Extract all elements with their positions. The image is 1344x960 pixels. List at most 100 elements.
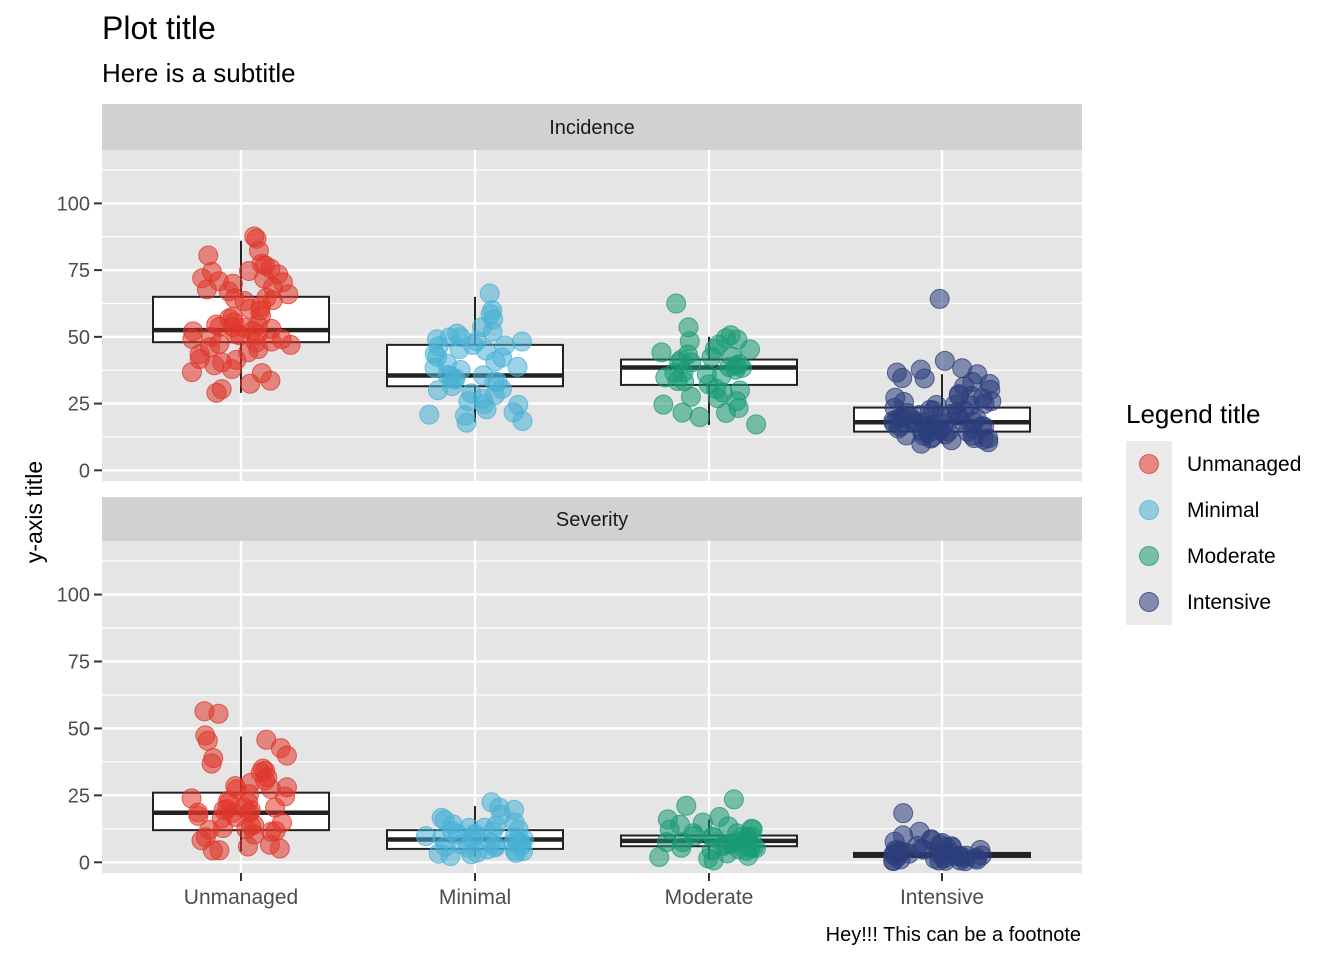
data-point xyxy=(276,745,297,766)
data-point xyxy=(978,432,999,453)
y-axis-title: y-axis title xyxy=(21,461,47,563)
data-point xyxy=(456,412,477,433)
facet-strip xyxy=(102,497,1082,541)
data-point xyxy=(740,339,761,360)
y-tick-label: 100 xyxy=(57,193,90,215)
data-point xyxy=(689,407,710,428)
data-point xyxy=(506,842,527,863)
data-point xyxy=(651,342,672,363)
chart-subtitle: Here is a subtitle xyxy=(102,58,296,88)
facet-strip-label: Incidence xyxy=(549,117,635,139)
y-tick-label: 25 xyxy=(68,394,90,416)
points-moderate xyxy=(649,789,766,871)
data-point xyxy=(237,836,258,857)
y-tick-label: 0 xyxy=(79,852,90,874)
x-tick-label: Moderate xyxy=(665,886,754,909)
data-point xyxy=(181,362,202,383)
data-point xyxy=(914,368,935,389)
y-tick-label: 75 xyxy=(68,260,90,282)
points-minimal xyxy=(419,283,533,433)
y-tick-label: 75 xyxy=(68,651,90,673)
legend-key-intensive xyxy=(1139,592,1159,612)
data-point xyxy=(476,399,497,420)
points-moderate xyxy=(651,293,767,435)
data-point xyxy=(461,844,482,865)
data-point xyxy=(680,386,701,407)
data-point xyxy=(482,321,503,342)
data-point xyxy=(738,845,759,866)
legend: Legend title Unmanaged Minimal Moderate Int… xyxy=(1126,399,1301,625)
data-point xyxy=(206,382,227,403)
x-axis: Unmanaged Minimal Moderate Intensive xyxy=(184,873,984,909)
data-point xyxy=(208,703,229,724)
points-minimal xyxy=(415,792,534,867)
data-point xyxy=(967,849,988,870)
data-point xyxy=(209,840,230,861)
facet-incidence: Incidence 0 25 50 75 100 xyxy=(57,104,1082,482)
legend-key-unmanaged xyxy=(1139,454,1159,474)
data-point xyxy=(221,359,242,380)
x-tick-label: Minimal xyxy=(439,886,511,909)
data-point xyxy=(934,350,955,371)
data-point xyxy=(485,351,506,372)
data-point xyxy=(671,837,692,858)
data-point xyxy=(925,848,946,869)
data-point xyxy=(893,803,914,824)
data-point xyxy=(653,394,674,415)
data-point xyxy=(672,402,693,423)
legend-label: Moderate xyxy=(1187,545,1276,568)
data-point xyxy=(701,346,722,367)
data-point xyxy=(676,795,697,816)
data-point xyxy=(511,331,532,352)
data-point xyxy=(950,850,971,871)
data-point xyxy=(201,753,222,774)
points-intensive xyxy=(883,803,992,872)
legend-key-moderate xyxy=(1139,546,1159,566)
data-point xyxy=(440,846,461,867)
chart-caption: Hey!!! This can be a footnote xyxy=(826,924,1081,946)
chart-title: Plot title xyxy=(102,10,216,46)
data-point xyxy=(204,355,225,376)
data-point xyxy=(479,283,500,304)
legend-label: Intensive xyxy=(1187,591,1271,614)
data-point xyxy=(666,293,687,314)
y-tick-label: 50 xyxy=(68,718,90,740)
data-point xyxy=(269,838,290,859)
data-point xyxy=(188,805,209,826)
facet-severity: Severity 0 25 50 75 100 xyxy=(57,497,1082,874)
legend-label: Unmanaged xyxy=(1187,453,1301,476)
points-unmanaged xyxy=(181,701,297,861)
data-point xyxy=(260,370,281,391)
data-point xyxy=(280,334,301,355)
data-point xyxy=(512,411,533,432)
facet-strip-label: Severity xyxy=(556,509,628,531)
data-point xyxy=(649,847,670,868)
y-tick-label: 50 xyxy=(68,327,90,349)
facet-strip xyxy=(102,104,1082,150)
data-point xyxy=(449,339,470,360)
data-point xyxy=(890,849,911,870)
data-point xyxy=(507,356,528,377)
data-point xyxy=(240,373,261,394)
x-tick-label: Unmanaged xyxy=(184,886,298,909)
data-point xyxy=(723,789,744,810)
x-tick-label: Intensive xyxy=(900,886,984,909)
data-point xyxy=(427,380,448,401)
data-point xyxy=(419,404,440,425)
data-point xyxy=(892,368,913,389)
data-point xyxy=(746,414,767,435)
legend-key-minimal xyxy=(1139,500,1159,520)
legend-title: Legend title xyxy=(1126,399,1260,429)
facet-panels: Incidence 0 25 50 75 100 Severity 0 25 50 75 100 xyxy=(57,104,1082,874)
data-point xyxy=(911,433,932,454)
data-point xyxy=(929,288,950,309)
data-point xyxy=(196,279,217,300)
data-point xyxy=(703,850,724,871)
y-tick-label: 0 xyxy=(79,460,90,482)
y-tick-label: 25 xyxy=(68,785,90,807)
data-point xyxy=(197,730,218,751)
points-intensive xyxy=(883,288,1002,454)
data-point xyxy=(715,402,736,423)
legend-label: Minimal xyxy=(1187,499,1259,522)
